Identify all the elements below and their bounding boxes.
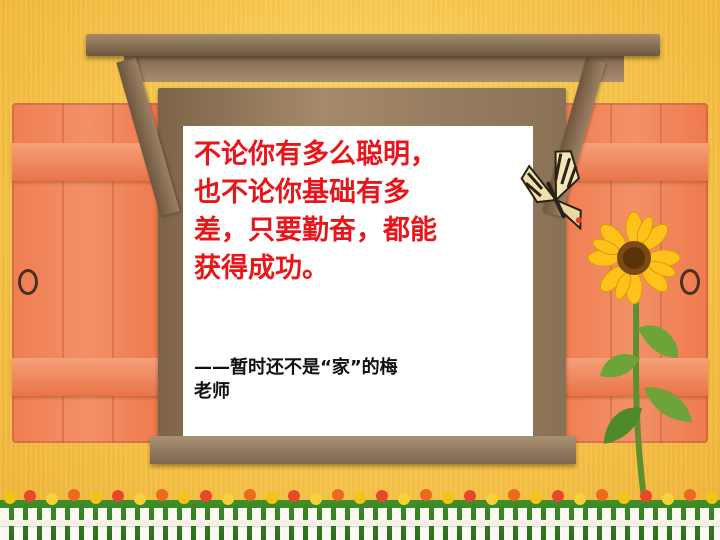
- shutter-plank-line: [62, 103, 64, 443]
- butterfly-icon: [520, 150, 582, 231]
- attribution-line: ——暂时还不是“家”的梅: [194, 357, 398, 378]
- attribution-text: ——暂时还不是“家”的梅 老师: [194, 356, 524, 404]
- quote-line: 不论你有多么聪明，: [194, 139, 437, 170]
- window-sill: [150, 436, 576, 464]
- quote-line: 也不论你基础有多: [194, 177, 410, 208]
- shutter-ring-handle: [680, 269, 700, 295]
- quote-board: [183, 126, 533, 436]
- quote-text: 不论你有多么聪明， 也不论你基础有多 差，只要勤奋，都能 获得成功。: [194, 136, 524, 288]
- quote-line: 差，只要勤奋，都能: [194, 215, 437, 246]
- shutter-brace: [12, 358, 162, 396]
- sunflower-icon: [587, 211, 692, 498]
- awning-board: [86, 34, 660, 56]
- shutter-ring-handle: [18, 269, 38, 295]
- shutter-plank-line: [112, 103, 114, 443]
- flower-bed: [4, 489, 718, 505]
- shutter-brace: [560, 143, 708, 181]
- left-shutter: [12, 103, 162, 443]
- attribution-line: 老师: [194, 381, 230, 402]
- quote-line: 获得成功。: [194, 253, 329, 284]
- shutter-brace: [12, 143, 162, 181]
- awning-underside: [124, 56, 624, 82]
- fence-rail: [0, 520, 720, 526]
